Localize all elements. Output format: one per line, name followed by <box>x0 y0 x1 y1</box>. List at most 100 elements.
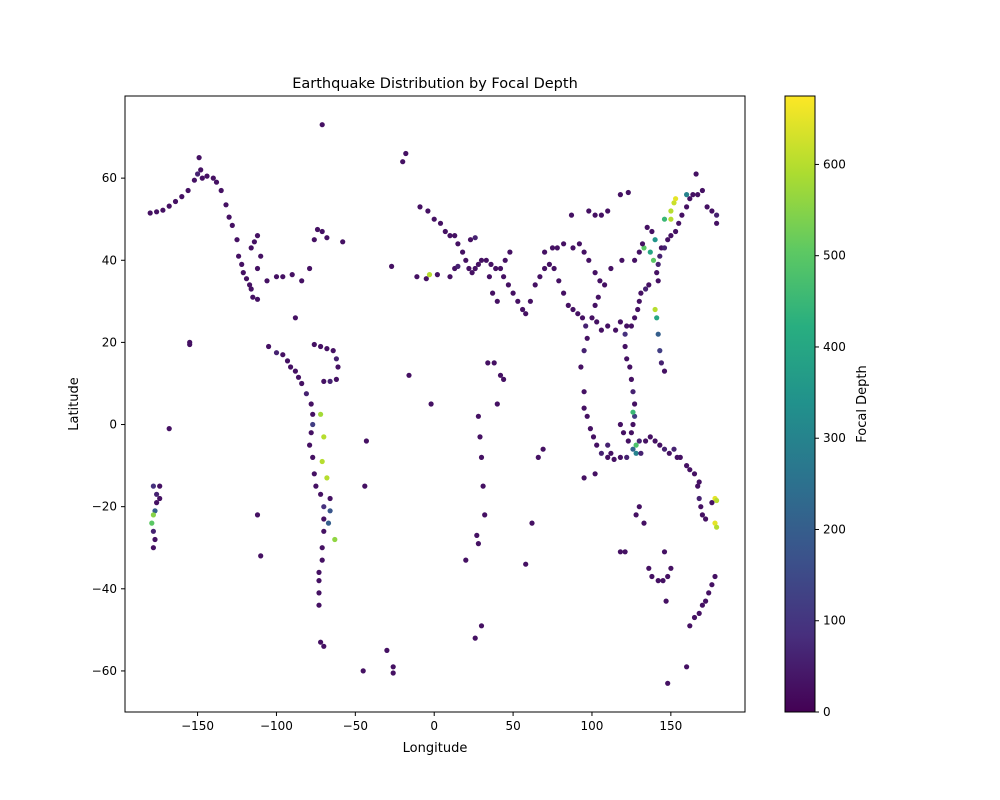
data-point <box>428 401 434 407</box>
data-point <box>266 343 272 350</box>
data-point <box>613 327 619 333</box>
data-point <box>486 274 492 280</box>
data-point <box>617 549 624 555</box>
data-point <box>624 356 630 362</box>
data-point <box>698 504 704 510</box>
data-point <box>477 434 483 440</box>
data-point <box>611 456 617 462</box>
data-point <box>608 450 614 456</box>
data-point <box>254 233 261 239</box>
data-point <box>657 253 663 259</box>
data-point <box>319 228 325 235</box>
data-point <box>592 212 598 218</box>
data-point <box>617 454 624 460</box>
x-tick-label: 150 <box>659 719 682 733</box>
y-tick-label: 40 <box>102 253 117 267</box>
y-tick-label: 60 <box>102 171 117 185</box>
data-point <box>310 411 316 417</box>
data-point <box>709 582 715 588</box>
data-point <box>523 311 529 317</box>
data-point <box>532 282 538 288</box>
data-point <box>150 483 156 489</box>
data-point <box>316 569 322 576</box>
data-point <box>154 491 160 497</box>
data-point <box>333 376 339 382</box>
data-point <box>288 364 294 370</box>
data-point <box>556 278 562 284</box>
data-point <box>624 323 630 329</box>
y-tick-label: −20 <box>92 500 117 514</box>
data-point <box>658 360 665 366</box>
data-point <box>150 512 156 518</box>
data-point <box>319 458 325 465</box>
data-point <box>166 203 172 209</box>
data-point <box>308 401 314 407</box>
data-point <box>578 364 584 370</box>
data-point <box>714 524 720 530</box>
data-point <box>475 413 481 419</box>
data-point <box>472 635 478 641</box>
data-point <box>491 360 497 366</box>
data-point <box>403 150 409 157</box>
data-point <box>684 463 690 469</box>
data-point <box>195 171 201 177</box>
data-point <box>625 438 631 444</box>
data-point <box>250 294 256 300</box>
data-point <box>303 391 309 397</box>
data-point <box>652 306 658 313</box>
data-point <box>248 286 254 292</box>
data-point <box>488 261 494 267</box>
data-point <box>684 204 690 210</box>
data-point <box>318 343 324 350</box>
data-point <box>198 167 204 173</box>
data-point <box>333 356 339 362</box>
colorbar-tick-label: 300 <box>823 431 846 445</box>
data-point <box>654 315 660 321</box>
data-point <box>598 450 605 456</box>
data-point <box>248 245 254 251</box>
data-point <box>628 376 635 382</box>
data-point <box>447 233 453 239</box>
data-point <box>661 549 668 555</box>
data-point <box>478 454 485 460</box>
data-point <box>490 290 496 296</box>
data-point <box>586 257 592 263</box>
data-point <box>226 214 232 220</box>
data-point <box>292 315 298 321</box>
data-point <box>570 306 576 313</box>
data-point <box>240 270 246 276</box>
data-point <box>321 528 327 534</box>
data-point <box>179 194 185 200</box>
data-point <box>661 216 668 222</box>
data-point <box>478 623 485 629</box>
data-point <box>630 409 636 415</box>
data-point <box>363 438 369 444</box>
data-point <box>423 276 429 282</box>
data-point <box>622 331 628 337</box>
x-tick-label: 100 <box>581 719 604 733</box>
data-point <box>243 276 250 282</box>
data-point <box>627 364 633 370</box>
data-point <box>690 192 696 198</box>
data-point <box>652 237 658 243</box>
y-tick-label: 0 <box>109 418 117 432</box>
data-point <box>455 241 461 247</box>
data-point <box>592 302 598 308</box>
data-point <box>638 450 644 456</box>
data-point <box>617 421 624 428</box>
data-point <box>581 249 587 255</box>
data-point <box>646 282 652 288</box>
data-point <box>507 249 513 255</box>
data-point <box>597 278 603 284</box>
data-point <box>679 212 685 218</box>
data-point <box>254 512 261 518</box>
data-point <box>389 263 395 269</box>
data-point <box>154 209 160 215</box>
data-point <box>185 187 191 194</box>
data-point <box>310 454 316 460</box>
data-point <box>691 614 698 621</box>
data-point <box>157 483 163 489</box>
data-point <box>595 294 601 300</box>
data-point <box>166 426 172 432</box>
data-point <box>687 623 693 629</box>
